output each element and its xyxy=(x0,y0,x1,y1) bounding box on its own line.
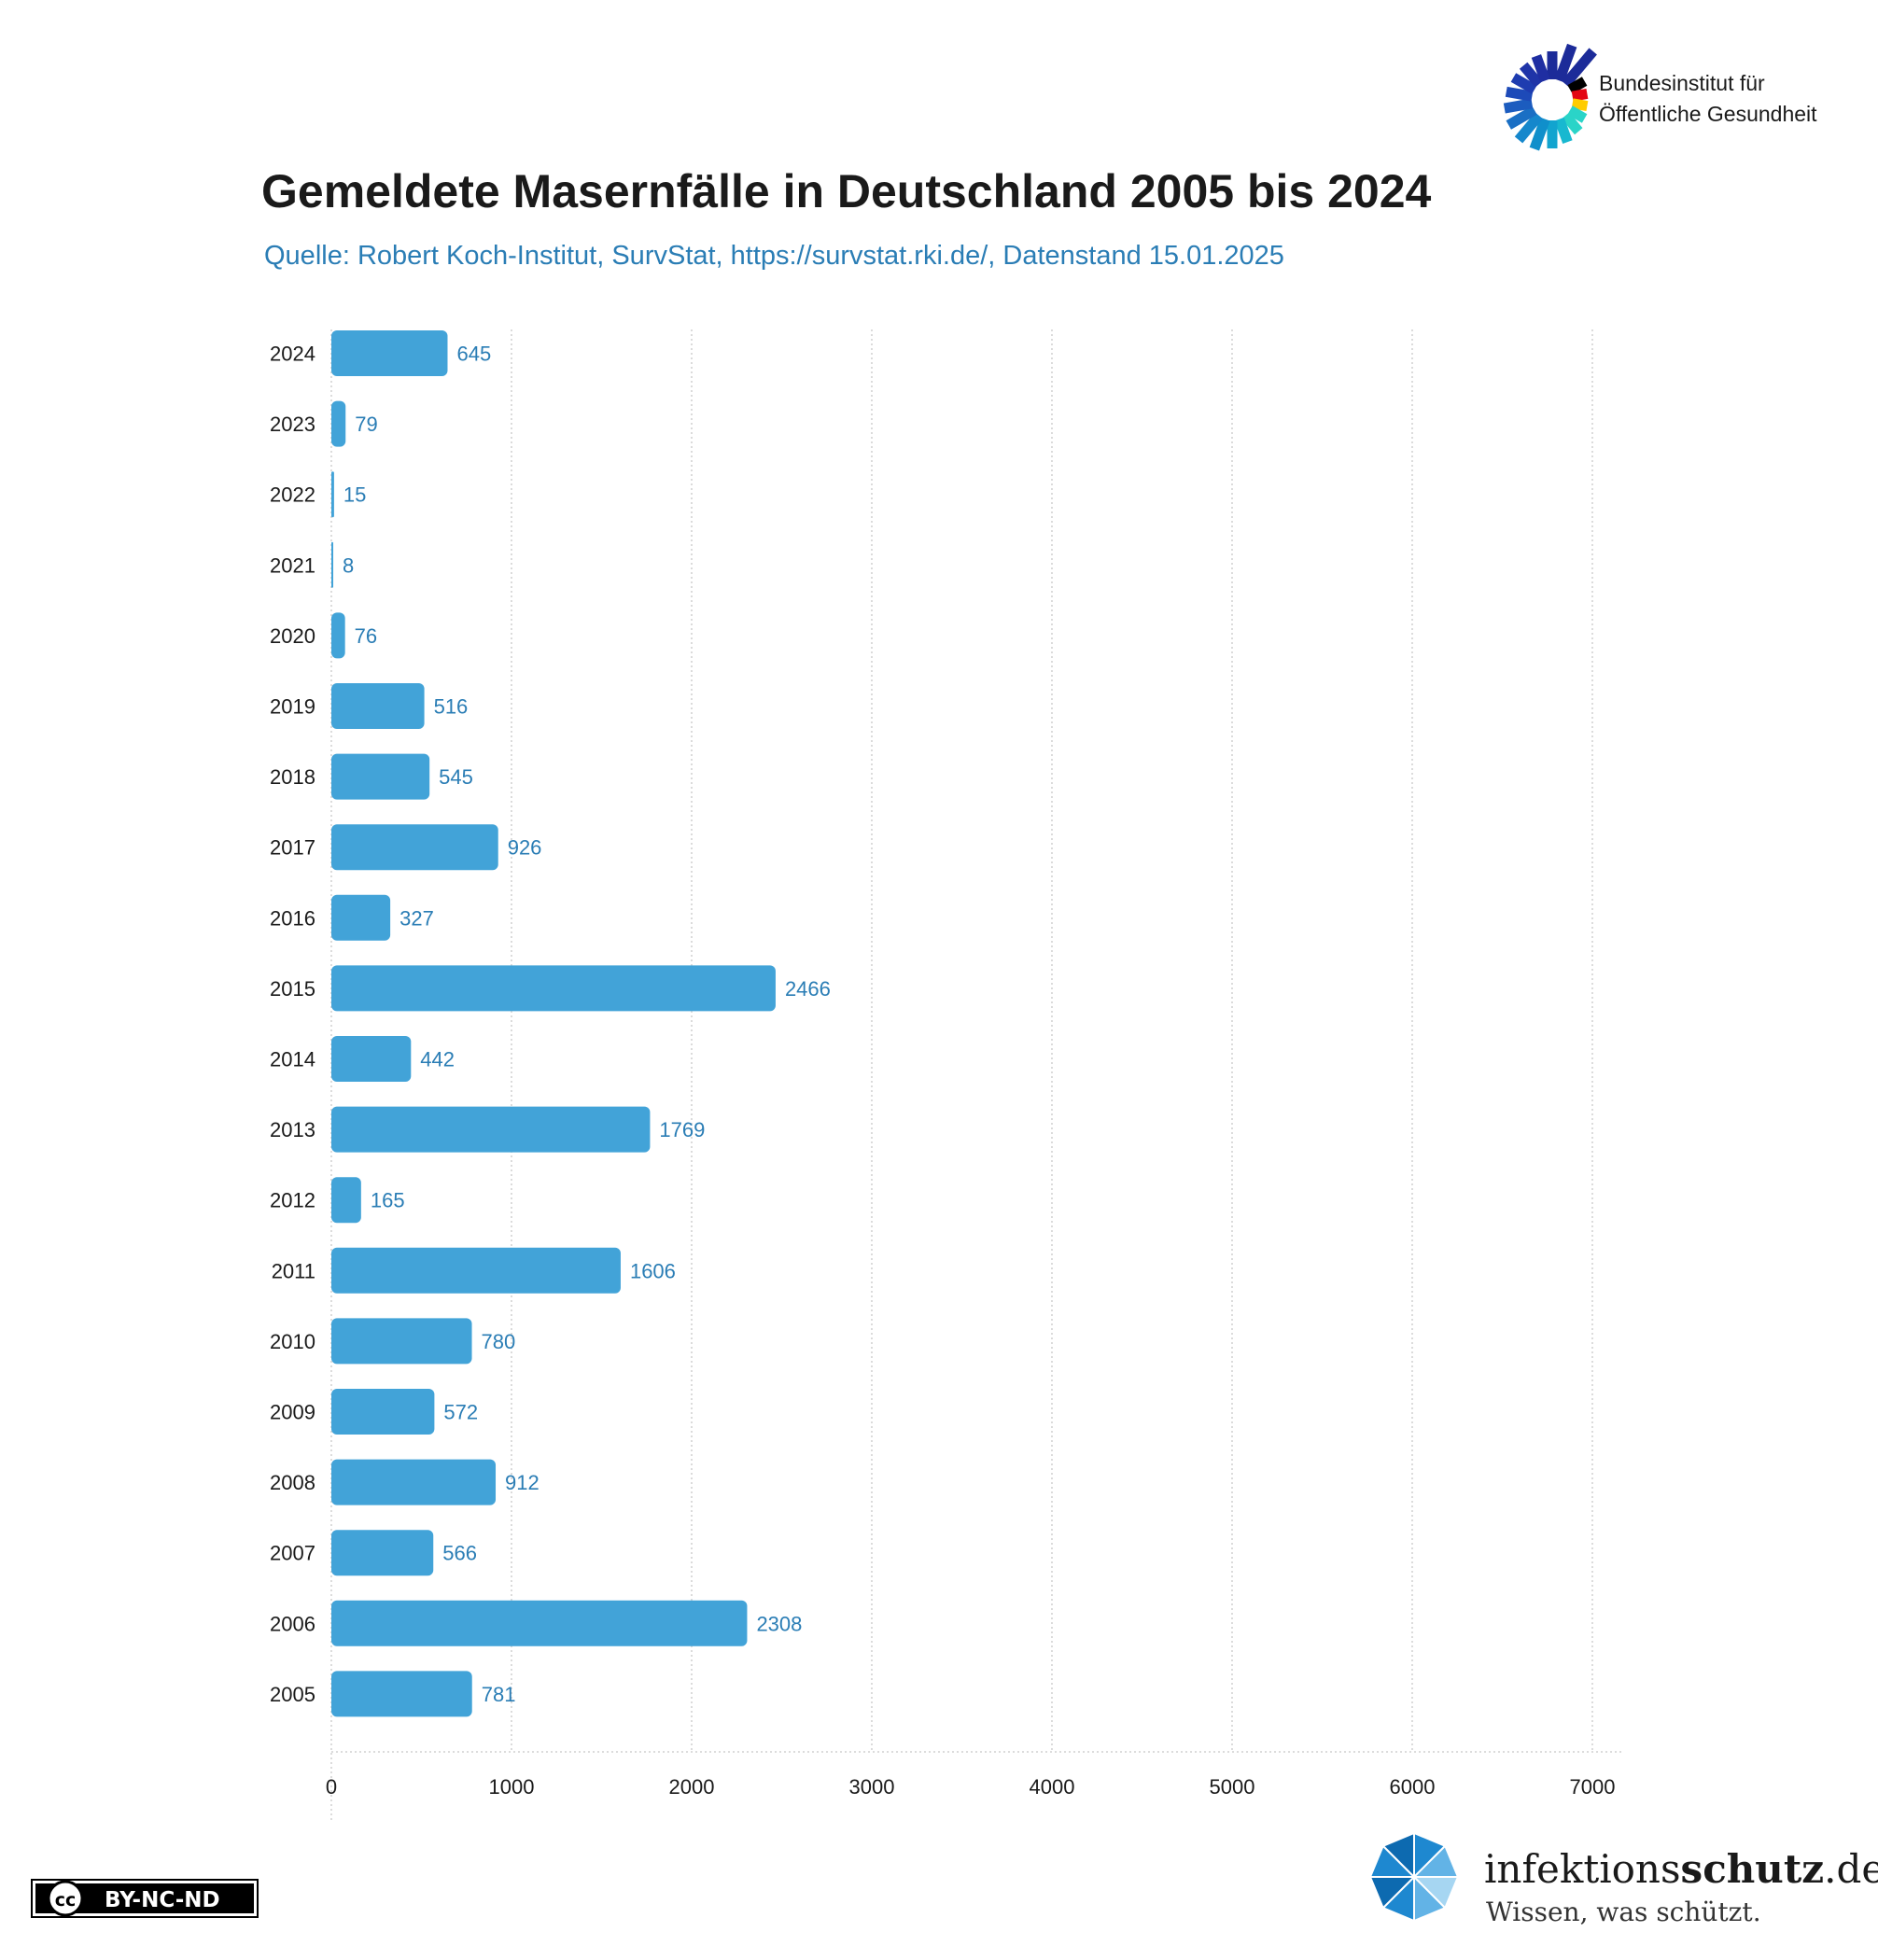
bars xyxy=(331,330,776,1717)
brand-slogan: Wissen, was schützt. xyxy=(1486,1897,1761,1927)
y-tick-label-2011: 2011 xyxy=(272,1259,315,1282)
data-label-2017: 926 xyxy=(508,836,542,860)
bar-2018 xyxy=(331,753,430,800)
data-label-2022: 15 xyxy=(343,483,366,507)
y-tick-label-2006: 2006 xyxy=(270,1612,315,1635)
bar-2017 xyxy=(331,824,498,871)
data-label-2016: 327 xyxy=(399,906,434,930)
chart-title: Gemeldete Masernfälle in Deutschland 200… xyxy=(261,165,1432,217)
data-label-2007: 566 xyxy=(442,1542,477,1565)
bar-2022 xyxy=(331,471,334,518)
data-label-2006: 2308 xyxy=(756,1612,802,1635)
cc-license-badge: cc BY-NC-ND xyxy=(31,1879,259,1918)
y-tick-label-2015: 2015 xyxy=(270,977,315,1001)
x-tick-label: 1000 xyxy=(489,1775,535,1799)
bar-2015 xyxy=(331,965,776,1012)
x-tick-label: 2000 xyxy=(669,1775,715,1799)
bar-2023 xyxy=(331,400,346,447)
data-labels: 645 79 15 8 76 516 545 926 327 2466 442 1769 165 1606… xyxy=(343,343,831,1706)
y-tick-label-2014: 2014 xyxy=(270,1048,315,1071)
bar-2005 xyxy=(331,1671,472,1717)
x-tick-label: 6000 xyxy=(1390,1775,1436,1799)
data-label-2011: 1606 xyxy=(630,1259,676,1282)
y-tick-label-2008: 2008 xyxy=(270,1471,315,1494)
y-tick-label-2024: 2024 xyxy=(270,343,315,366)
y-tick-label-2013: 2013 xyxy=(270,1118,315,1141)
brand-wordmark: infektionsschutz.de xyxy=(1484,1846,1878,1892)
bar-2013 xyxy=(331,1106,651,1153)
data-label-2020: 76 xyxy=(355,624,377,648)
cc-license-text: BY-NC-ND xyxy=(105,1888,220,1912)
bar-2011 xyxy=(331,1247,621,1294)
org-name-line2: Öffentliche Gesundheit xyxy=(1599,102,1817,126)
bar-2024 xyxy=(331,330,448,376)
data-label-2008: 912 xyxy=(505,1471,540,1494)
y-tick-label-2017: 2017 xyxy=(270,836,315,860)
data-label-2024: 645 xyxy=(456,343,491,366)
y-axis-ticks: 2024 2023 2022 2021 2020 2019 2018 2017 2016 2015… xyxy=(270,343,315,1706)
data-label-2014: 442 xyxy=(420,1048,455,1071)
bar-2009 xyxy=(331,1389,435,1435)
y-tick-label-2010: 2010 xyxy=(270,1330,315,1353)
org-name-line1: Bundesinstitut für xyxy=(1599,71,1765,95)
bar-2006 xyxy=(331,1600,748,1646)
data-label-2010: 780 xyxy=(482,1330,516,1353)
umbrella-icon xyxy=(1368,1831,1460,1923)
data-label-2015: 2466 xyxy=(785,977,831,1001)
data-label-2012: 165 xyxy=(371,1189,405,1212)
bar-2020 xyxy=(331,612,345,659)
y-tick-label-2022: 2022 xyxy=(270,483,315,507)
bar-2008 xyxy=(331,1459,497,1505)
y-tick-label-2023: 2023 xyxy=(270,413,315,436)
cc-icon xyxy=(47,1880,84,1917)
y-tick-label-2005: 2005 xyxy=(270,1683,315,1706)
x-tick-label: 4000 xyxy=(1030,1775,1075,1799)
y-tick-label-2009: 2009 xyxy=(270,1401,315,1424)
cc-icon-text: cc xyxy=(55,1890,77,1911)
data-label-2021: 8 xyxy=(343,553,354,577)
x-tick-label: 7000 xyxy=(1570,1775,1616,1799)
chart-subtitle: Quelle: Robert Koch-Institut, SurvStat, … xyxy=(264,241,1284,271)
y-tick-label-2019: 2019 xyxy=(270,695,315,719)
bar-2010 xyxy=(331,1318,472,1365)
x-axis-ticks: 0 1000 2000 3000 4000 5000 6000 7000 xyxy=(326,1775,1616,1799)
y-tick-label-2020: 2020 xyxy=(270,624,315,648)
x-tick-label: 3000 xyxy=(849,1775,895,1799)
x-tick-label: 0 xyxy=(326,1775,337,1799)
y-tick-label-2012: 2012 xyxy=(270,1189,315,1212)
data-label-2005: 781 xyxy=(482,1683,516,1706)
bar-2012 xyxy=(331,1177,361,1224)
y-tick-label-2018: 2018 xyxy=(270,765,315,789)
bar-2007 xyxy=(331,1530,434,1576)
bioeg-logo xyxy=(1503,43,1597,151)
y-tick-label-2021: 2021 xyxy=(270,553,315,577)
bar-2019 xyxy=(331,683,425,729)
bar-2016 xyxy=(331,894,391,941)
data-label-2018: 545 xyxy=(439,765,473,789)
bar-2021 xyxy=(331,541,333,588)
x-tick-label: 5000 xyxy=(1210,1775,1255,1799)
bar-2014 xyxy=(331,1036,412,1082)
data-label-2023: 79 xyxy=(355,413,377,436)
y-tick-label-2016: 2016 xyxy=(270,906,315,930)
gridlines xyxy=(330,329,1624,1820)
data-label-2009: 572 xyxy=(443,1401,478,1424)
data-label-2013: 1769 xyxy=(659,1118,705,1141)
y-tick-label-2007: 2007 xyxy=(270,1542,315,1565)
data-label-2019: 516 xyxy=(434,695,469,719)
